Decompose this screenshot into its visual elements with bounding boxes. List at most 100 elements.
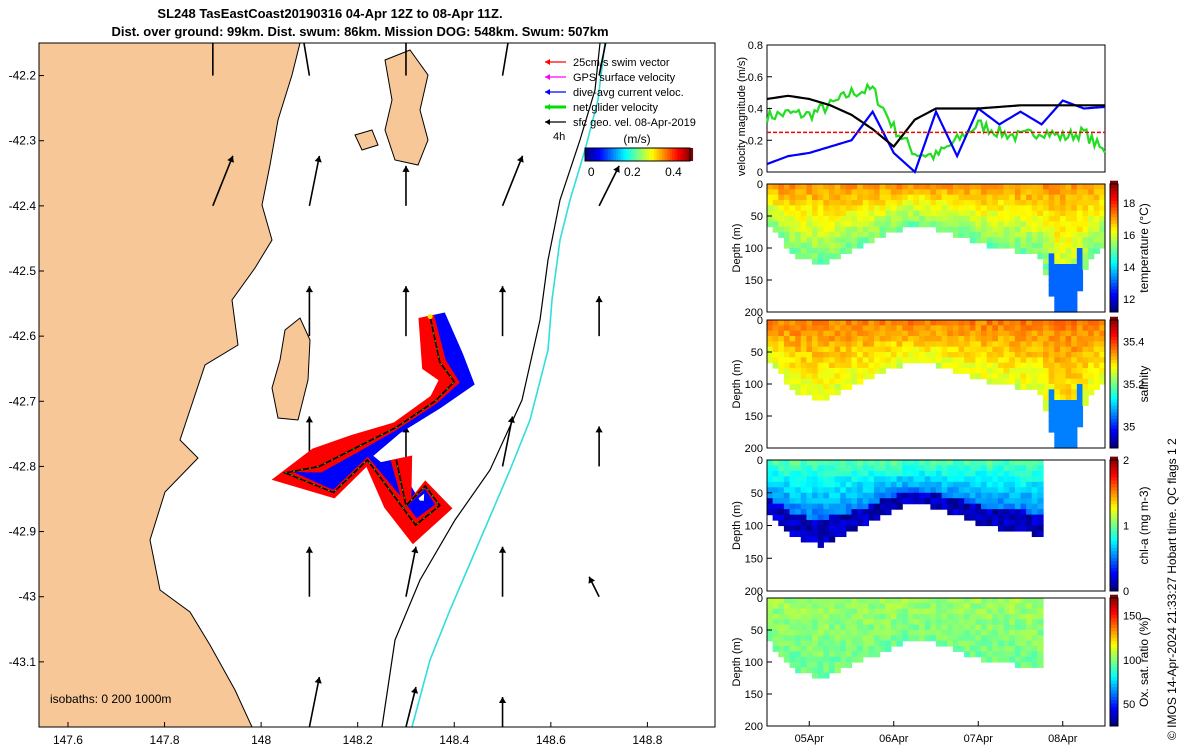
oxygen-cell [930, 608, 937, 615]
salinity-cell [851, 378, 858, 385]
chlorophyll-cell [806, 470, 813, 477]
chlorophyll-colorbar-cell [1110, 537, 1118, 542]
temperature-cell [1076, 285, 1084, 292]
temperature-cell [789, 221, 796, 228]
salinity-cell [845, 373, 853, 380]
temperature-cell [1071, 194, 1078, 201]
salinity-cell [1031, 368, 1038, 374]
salinity-cell [969, 320, 977, 326]
salinity-cell [1082, 330, 1089, 337]
temperature-cell [778, 194, 785, 201]
temperature-cell [902, 194, 909, 201]
temperature-colorbar-cell [1110, 243, 1118, 247]
chlorophyll-cell [1031, 465, 1038, 472]
chlorophyll-cell [783, 492, 791, 499]
salinity-cell [975, 336, 982, 342]
salinity-cell [919, 346, 926, 353]
time-axis: 05Apr 06Apr 07Apr 08Apr [795, 721, 1078, 745]
temperature-cell [896, 216, 903, 222]
salinity-cell [767, 352, 774, 358]
salinity-cell [1020, 357, 1027, 364]
salinity-cell [840, 384, 847, 390]
salinity-cell [896, 341, 903, 348]
salinity-cell [981, 368, 988, 374]
salinity-ylabel: Depth (m) [731, 360, 743, 409]
salinity-cell [868, 325, 875, 332]
temperature-cell [1082, 189, 1089, 196]
oxygen-cell [902, 598, 909, 604]
salinity-cell [981, 362, 988, 369]
map-colorbar-cell [677, 148, 681, 161]
temperature-cell [789, 248, 796, 254]
salinity-cell [1076, 416, 1084, 422]
chlorophyll-cell [1014, 503, 1022, 510]
salinity-cell [907, 325, 915, 332]
salinity-cell [817, 384, 824, 390]
chlorophyll-colorbar-cell [1110, 574, 1118, 579]
salinity-cell [1037, 357, 1044, 364]
temperature-cell [806, 221, 813, 228]
oxygen-cell [941, 624, 948, 631]
oxygen-cell [783, 608, 791, 615]
salinity-cell [913, 320, 920, 326]
chlorophyll-cell [772, 465, 779, 472]
temperature-cell [1014, 194, 1022, 201]
temperature-cell [913, 216, 920, 222]
salinity-cell [1065, 336, 1072, 342]
chlorophyll-cell [1003, 514, 1010, 521]
salinity-cell [981, 320, 988, 326]
salinity-colorbar-cell [1110, 362, 1118, 367]
map-frame [38, 42, 716, 728]
salinity-cell [1076, 341, 1084, 348]
chlorophyll-cell [919, 498, 926, 505]
oxygen-cell [845, 603, 853, 610]
temperature-cell [868, 194, 875, 201]
temperature-cell [1088, 194, 1095, 201]
chlorophyll-cell [913, 498, 920, 505]
chlorophyll-cell [975, 487, 982, 494]
map-colorbar-cell [641, 148, 645, 161]
temperature-cell [1048, 194, 1055, 201]
salinity-cell [986, 336, 993, 342]
salinity-cell [1076, 368, 1084, 374]
chlorophyll-cell [913, 460, 920, 467]
oxygen-cell [969, 598, 977, 604]
temperature-cell [817, 232, 824, 238]
salinity-cell [795, 373, 802, 380]
salinity-cell [913, 341, 920, 348]
salinity-cell [857, 357, 864, 364]
salinity-cell [1059, 384, 1067, 390]
temperature-cell [1054, 200, 1061, 206]
chlorophyll-cell [1026, 492, 1033, 499]
salinity-cell [958, 352, 965, 358]
temperature-cell [941, 189, 948, 196]
salinity-y-tick-label: 0 [757, 315, 763, 327]
chlorophyll-cell [800, 514, 808, 521]
salinity-cell [783, 330, 791, 337]
temperature-cell [778, 205, 785, 212]
salinity-cell [1082, 362, 1089, 369]
temperature-cell [890, 189, 898, 196]
salinity-cell [1082, 352, 1089, 358]
oxygen-cell [992, 614, 999, 620]
temperature-cell [992, 232, 999, 238]
salinity-colorbar-cell [1110, 418, 1118, 423]
chlorophyll-cell [1026, 487, 1033, 494]
chlorophyll-cell [1031, 492, 1038, 499]
salinity-cell [1054, 320, 1061, 326]
chlorophyll-cell [795, 476, 802, 483]
chlorophyll-cell [1014, 460, 1022, 467]
salinity-cell [823, 325, 830, 332]
oxygen-cell [992, 651, 999, 658]
salinity-cell [885, 352, 892, 358]
salinity-cell [1054, 378, 1061, 385]
oxygen-cell [997, 640, 1005, 647]
salinity-cell [958, 341, 965, 348]
chlorophyll-cell [1020, 503, 1027, 510]
salinity-cell [767, 357, 774, 364]
salinity-cell [1020, 352, 1027, 358]
temperature-cell [783, 216, 791, 222]
salinity-cell [1048, 384, 1055, 390]
temperature-cell [868, 200, 875, 206]
temperature-cell [1009, 194, 1016, 201]
